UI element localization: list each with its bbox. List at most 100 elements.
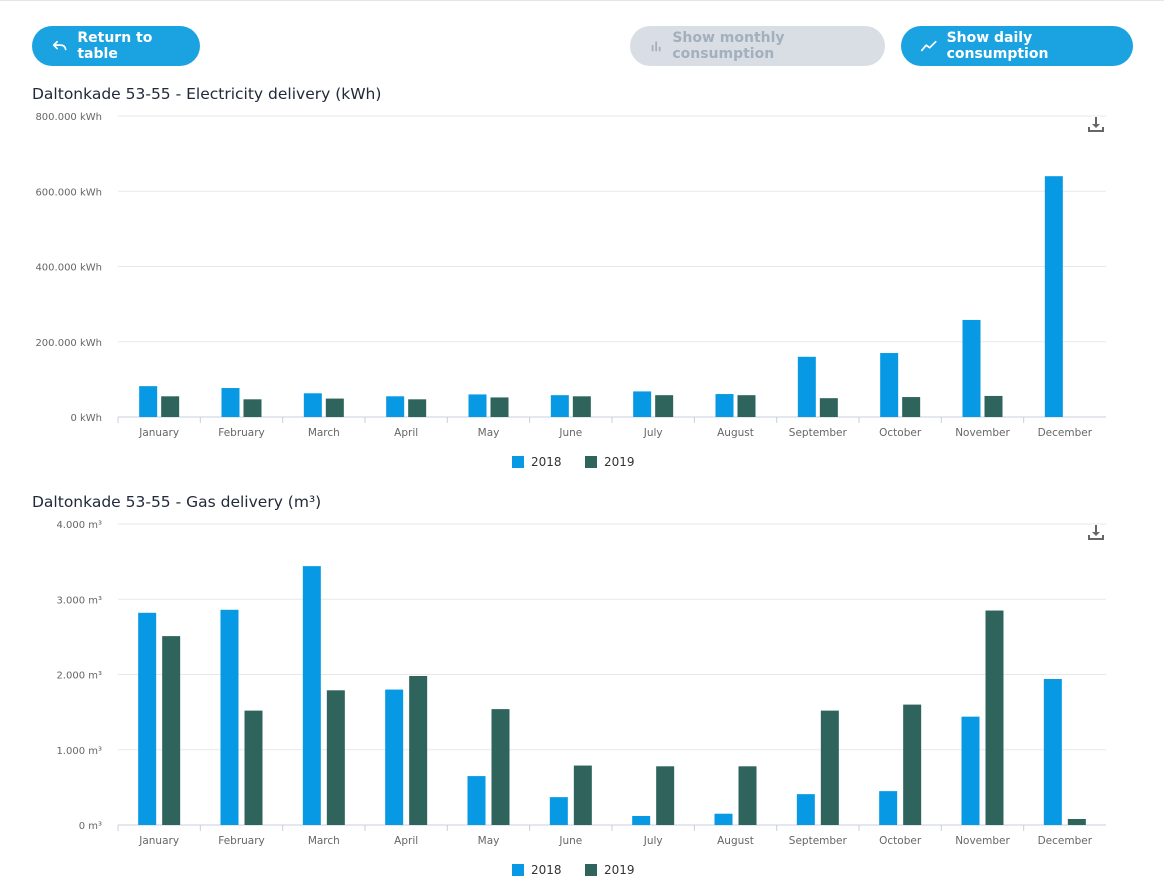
bar-2018-august[interactable]	[715, 394, 734, 417]
legend-swatch-2018[interactable]	[512, 456, 524, 468]
bar-2018-july[interactable]	[633, 391, 652, 417]
bar-2019-january[interactable]	[161, 396, 180, 417]
bar-2018-april[interactable]	[385, 689, 404, 825]
legend-swatch-2019[interactable]	[585, 456, 597, 468]
x-tick-label: January	[138, 835, 179, 847]
bar-2019-june[interactable]	[572, 396, 591, 417]
bar-2018-october[interactable]	[879, 791, 898, 825]
gas-chart: 0 m³ 1.000 m³ 2.000 m³ 3.000 m³ 4.000 m³ Janu…	[56, 520, 1106, 877]
download-icon[interactable]	[1087, 116, 1105, 134]
y-tick-label: 3.000 m³	[56, 595, 102, 606]
legend-label-2019[interactable]: 2019	[604, 863, 635, 877]
download-arrow	[1092, 525, 1100, 536]
bar-2018-may[interactable]	[468, 394, 487, 417]
bar-2018-june[interactable]	[549, 797, 568, 825]
bar-2019-april[interactable]	[409, 676, 428, 825]
bar-2019-september[interactable]	[820, 710, 839, 825]
x-tick-label: September	[789, 427, 848, 439]
bar-2019-may[interactable]	[490, 397, 509, 417]
legend-swatch-2018[interactable]	[512, 864, 524, 876]
x-tick-label: April	[394, 835, 418, 847]
bar-2019-december[interactable]	[1067, 818, 1086, 825]
bar-chart-icon	[651, 41, 661, 52]
bar-2018-august[interactable]	[714, 813, 733, 825]
x-tick-label: May	[478, 427, 500, 439]
bar-2019-may[interactable]	[491, 709, 510, 825]
legend-swatch-2019[interactable]	[585, 864, 597, 876]
x-tick-label: May	[478, 835, 500, 847]
download-icon[interactable]	[1087, 524, 1105, 542]
bar-2018-september[interactable]	[796, 794, 815, 825]
bar-2018-february[interactable]	[220, 609, 239, 825]
bar-2018-january[interactable]	[139, 386, 158, 417]
x-tick-label: February	[218, 835, 265, 847]
y-tick-label: 600.000 kWh	[35, 187, 102, 198]
x-tick-label: August	[717, 427, 754, 439]
bar-2019-february[interactable]	[244, 710, 263, 825]
return-to-table-label: Return to table	[77, 30, 153, 62]
x-tick-label: January	[138, 427, 179, 439]
bar-2018-october[interactable]	[880, 353, 899, 417]
x-tick-label: September	[789, 835, 848, 847]
show-monthly-consumption-button[interactable]: Show monthly consumption	[630, 26, 885, 66]
legend-label-2018[interactable]: 2018	[531, 863, 562, 877]
bar-2019-july[interactable]	[655, 395, 674, 417]
y-tick-label: 800.000 kWh	[35, 112, 102, 123]
bar-2018-january[interactable]	[138, 612, 157, 825]
bar-2018-september[interactable]	[797, 356, 816, 417]
bar-2018-november[interactable]	[961, 716, 980, 825]
bar-2019-october[interactable]	[902, 397, 921, 417]
show-daily-consumption-label: Show daily consumption	[946, 30, 1049, 62]
bar-2019-november[interactable]	[984, 395, 1003, 417]
x-tick-label: July	[643, 427, 663, 439]
x-tick-label: December	[1038, 427, 1093, 439]
bar-2019-september[interactable]	[819, 398, 838, 417]
bar-2019-october[interactable]	[903, 704, 922, 825]
bar-2019-august[interactable]	[738, 766, 757, 825]
bar-2019-march[interactable]	[326, 690, 345, 825]
y-tick-label: 2.000 m³	[56, 671, 102, 682]
x-tick-label: November	[955, 427, 1010, 439]
bar-2018-december[interactable]	[1043, 679, 1062, 825]
bar-2019-august[interactable]	[737, 395, 756, 417]
bar-2018-april[interactable]	[386, 396, 405, 417]
show-daily-consumption-button[interactable]: Show daily consumption	[901, 26, 1133, 66]
bar-2018-march[interactable]	[302, 566, 321, 825]
bar-2018-july[interactable]	[632, 815, 651, 825]
trend-line-icon	[921, 40, 937, 52]
bar-2018-november[interactable]	[962, 319, 981, 417]
x-tick-label: April	[394, 427, 418, 439]
bar-2019-november[interactable]	[985, 610, 1004, 825]
bar-2018-december[interactable]	[1044, 176, 1063, 417]
x-tick-label: February	[218, 427, 265, 439]
x-tick-label: October	[879, 427, 922, 439]
download-arrow	[1092, 117, 1100, 128]
x-tick-label: November	[955, 835, 1010, 847]
bar-2019-march[interactable]	[325, 398, 344, 417]
x-tick-label: July	[643, 835, 663, 847]
x-tick-label: March	[308, 427, 340, 439]
electricity-chart-title: Daltonkade 53-55 - Electricity delivery …	[32, 85, 382, 103]
x-tick-label: August	[717, 835, 754, 847]
bar-2018-march[interactable]	[303, 393, 322, 417]
download-tray	[1088, 535, 1104, 540]
bar-2018-february[interactable]	[221, 388, 240, 417]
bar-2018-june[interactable]	[550, 395, 569, 417]
y-tick-label: 0 kWh	[70, 413, 102, 424]
bar-2019-july[interactable]	[656, 766, 675, 825]
show-monthly-consumption-label: Show monthly consumption	[672, 30, 785, 62]
gas-chart-title: Daltonkade 53-55 - Gas delivery (m³)	[32, 493, 322, 511]
bar-2018-may[interactable]	[467, 776, 486, 825]
y-tick-label: 1.000 m³	[56, 746, 102, 757]
legend-label-2019[interactable]: 2019	[604, 455, 635, 469]
bar-2019-april[interactable]	[408, 399, 427, 417]
bar-2019-june[interactable]	[573, 765, 592, 825]
download-tray	[1088, 127, 1104, 132]
return-to-table-button[interactable]: Return to table	[32, 26, 200, 66]
y-tick-label: 200.000 kWh	[35, 338, 102, 349]
legend-label-2018[interactable]: 2018	[531, 455, 562, 469]
bar-2019-february[interactable]	[243, 399, 262, 417]
bar-2019-january[interactable]	[162, 636, 181, 825]
x-tick-label: October	[879, 835, 922, 847]
undo-icon	[52, 40, 67, 51]
